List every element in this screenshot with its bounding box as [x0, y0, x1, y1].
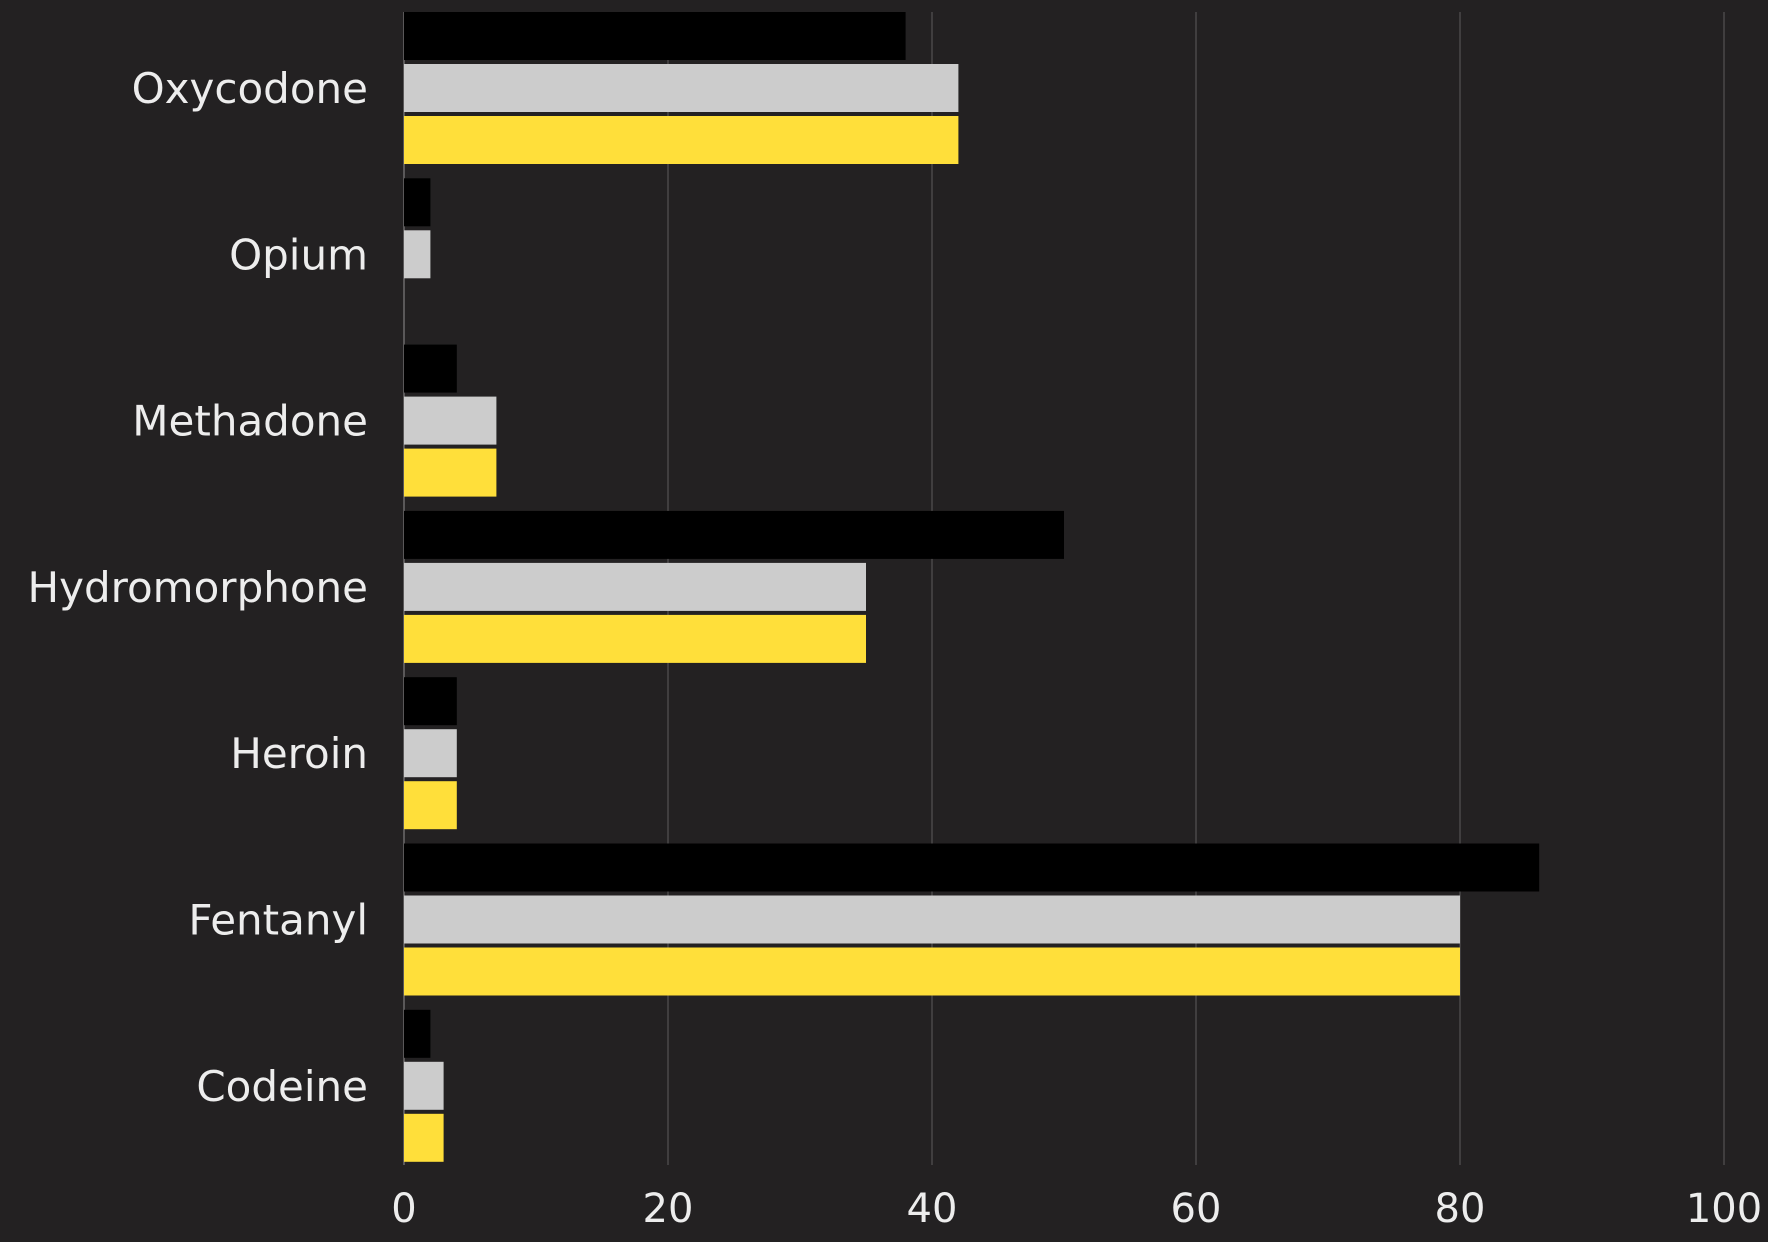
- category-label: Hydromorphone: [28, 563, 368, 612]
- x-tick-label: 60: [1171, 1186, 1222, 1232]
- category-label: Oxycodone: [132, 64, 368, 113]
- bar-hydromorphone-series-1: [404, 510, 1064, 559]
- category-label: Fentanyl: [188, 896, 368, 945]
- x-tick-label: 20: [643, 1186, 694, 1232]
- bar-methadone-series-2: [404, 396, 497, 445]
- bar-opium-series-2: [404, 230, 431, 279]
- bar-heroin-series-2: [404, 729, 457, 778]
- bar-fentanyl-series-1: [404, 843, 1540, 892]
- bar-fentanyl-series-3: [404, 947, 1460, 996]
- category-label: Codeine: [196, 1062, 368, 1111]
- bar-hydromorphone-series-3: [404, 614, 866, 663]
- category-label: Heroin: [230, 729, 368, 778]
- bar-hydromorphone-series-2: [404, 562, 866, 611]
- bar-oxycodone-series-3: [404, 116, 959, 164]
- bar-codeine-series-3: [404, 1113, 444, 1162]
- bar-heroin-series-3: [404, 781, 457, 830]
- category-label: Opium: [229, 230, 368, 279]
- bar-methadone-series-3: [404, 448, 497, 497]
- bar-series: [404, 12, 1540, 1162]
- bar-codeine-series-1: [404, 1009, 431, 1058]
- bar-opium-series-1: [404, 178, 431, 227]
- x-tick-label: 40: [907, 1186, 958, 1232]
- x-tick-label: 80: [1435, 1186, 1486, 1232]
- x-tick-label: 0: [391, 1186, 416, 1232]
- x-axis-ticks: 0 20 40 60 80 100: [391, 1186, 1762, 1232]
- bar-methadone-series-1: [404, 344, 457, 393]
- bar-fentanyl-series-2: [404, 895, 1460, 944]
- bar-heroin-series-1: [404, 677, 457, 726]
- category-label: Methadone: [132, 397, 368, 446]
- x-tick-label: 100: [1686, 1186, 1762, 1232]
- bar-oxycodone-series-2: [404, 64, 959, 112]
- bar-codeine-series-2: [404, 1061, 444, 1110]
- bar-oxycodone-series-1: [404, 12, 906, 60]
- category-labels: Oxycodone Opium Methadone Hydromorphone Hero…: [28, 64, 368, 1111]
